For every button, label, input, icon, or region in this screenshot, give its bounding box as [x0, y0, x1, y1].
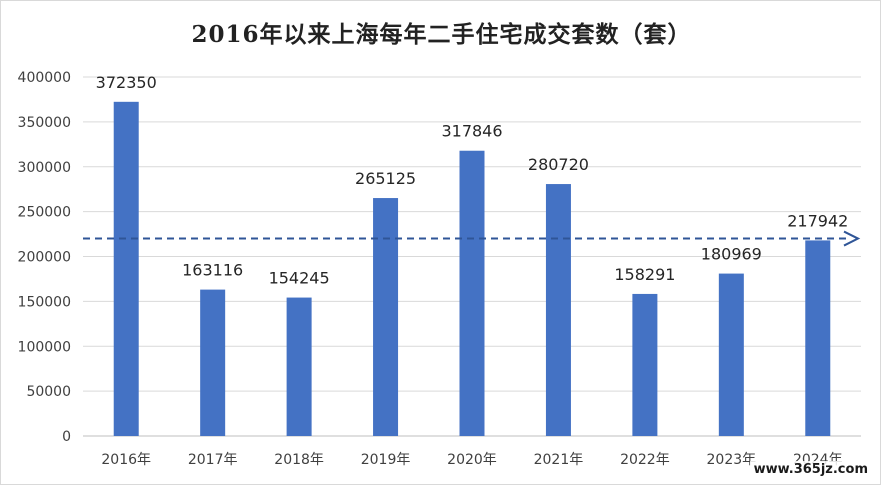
reference-line — [83, 230, 861, 247]
bar — [373, 198, 399, 436]
x-tick-label: 2019年 — [361, 452, 411, 468]
axes: 0 50000 100000 150000 200000 250000 300000 3500… — [18, 70, 861, 468]
y-tick-label: 100000 — [18, 339, 71, 355]
y-tick-label: 200000 — [18, 250, 71, 266]
data-label: 265125 — [355, 169, 416, 188]
x-tick-label: 2018年 — [274, 452, 324, 468]
data-label: 217942 — [787, 211, 848, 230]
bar — [113, 101, 139, 437]
y-tick-label: 150000 — [18, 294, 71, 310]
data-label: 372350 — [96, 73, 157, 92]
data-labels: 372350 163116 154245 265125 317846 280720 1582… — [96, 73, 849, 288]
x-tick-label: 2021年 — [534, 452, 584, 468]
data-label: 158291 — [614, 265, 675, 284]
data-label: 180969 — [701, 245, 762, 264]
data-label: 163116 — [182, 261, 243, 280]
bar — [459, 150, 485, 436]
y-tick-label: 350000 — [18, 115, 71, 131]
bar — [632, 293, 658, 436]
x-tick-label: 2016年 — [101, 452, 151, 468]
x-tick-label: 2017年 — [188, 452, 238, 468]
bar — [286, 297, 312, 436]
bar — [200, 289, 226, 436]
y-tick-label: 250000 — [18, 205, 71, 221]
data-label: 280720 — [528, 155, 589, 174]
x-tick-label: 2020年 — [447, 452, 497, 468]
data-label: 317846 — [441, 122, 502, 141]
bar — [718, 273, 744, 436]
x-tick-label: 2022年 — [620, 452, 670, 468]
chart-title: 2016年以来上海每年二手住宅成交套数（套） — [191, 21, 692, 48]
data-label: 154245 — [269, 269, 330, 288]
watermark: www.365jz.com — [749, 461, 872, 478]
y-tick-label: 300000 — [18, 160, 71, 176]
y-tick-label: 50000 — [26, 384, 71, 400]
y-tick-label: 0 — [62, 429, 71, 445]
x-tick-label: 2023年 — [707, 452, 757, 468]
bar — [805, 240, 831, 436]
y-tick-label: 400000 — [18, 70, 71, 86]
bars — [113, 101, 831, 437]
reference-line-arrowhead — [843, 230, 861, 247]
bar — [545, 184, 571, 436]
